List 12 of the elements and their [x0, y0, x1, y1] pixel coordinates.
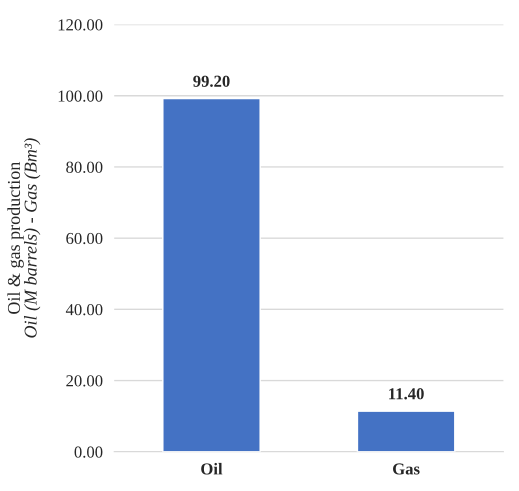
y-tick-label: 0.00 — [74, 446, 102, 458]
y-axis-title: Oil & gas production Oil (M barrels) - Gas (Bm³) — [7, 138, 40, 338]
y-tick-label: 60.00 — [66, 232, 102, 244]
data-label: 99.20 — [193, 76, 230, 87]
x-tick-label: Oil — [201, 462, 222, 475]
y-tick-label: 100.00 — [58, 90, 102, 102]
x-tick-label: Gas — [393, 463, 420, 475]
y-tick-label: 80.00 — [66, 162, 102, 173]
y-tick-label: 40.00 — [66, 304, 102, 316]
data-label: 11.40 — [389, 388, 424, 400]
y-tick-label: 120.00 — [58, 19, 102, 31]
y-tick-label: 20.00 — [66, 375, 102, 387]
